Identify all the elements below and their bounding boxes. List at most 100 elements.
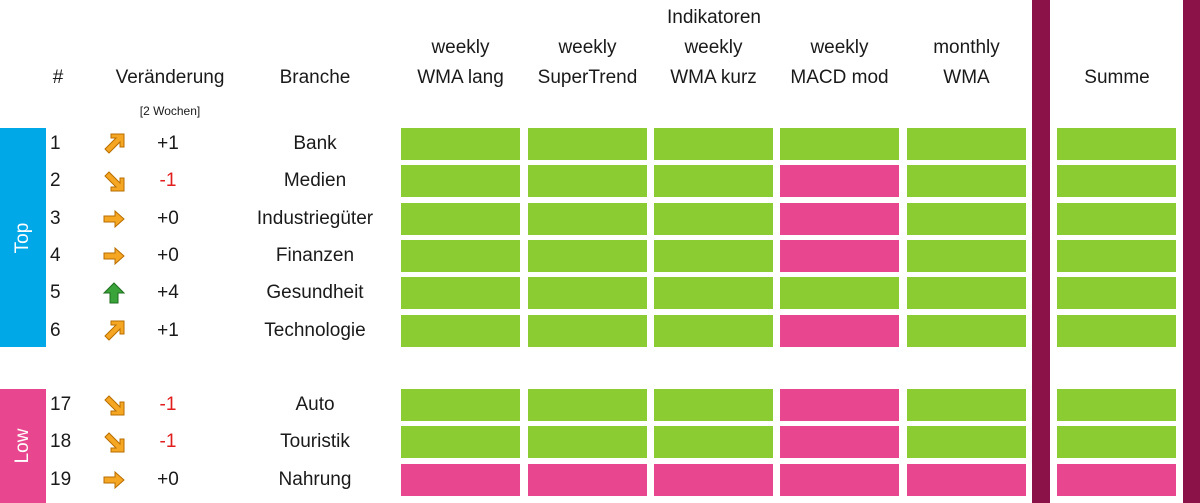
row-change: +0 [157, 469, 179, 490]
row-change: +1 [157, 133, 179, 154]
indicator-cell-positive [654, 426, 773, 458]
indicator-cell-positive [907, 165, 1026, 197]
indicator-cell-positive [401, 165, 520, 197]
indicator-cell-positive [654, 240, 773, 272]
sum-cell-negative [1057, 464, 1176, 496]
header-rank: # [52, 67, 64, 88]
row-branche: Medien [283, 170, 347, 191]
row-branche: Gesundheit [266, 282, 364, 303]
indicator-cell-positive [907, 240, 1026, 272]
row-rank: 17 [50, 394, 72, 415]
indicator-cell-positive [401, 240, 520, 272]
header-sum: Summe [1084, 67, 1150, 88]
row-branche: Technologie [264, 320, 366, 341]
indicator-cell-positive [654, 128, 773, 160]
header-indicator-period: monthly [933, 37, 1000, 58]
indicator-cell-positive [654, 389, 773, 421]
header-indicator-period: weekly [810, 37, 869, 58]
row-rank: 3 [50, 208, 61, 229]
indicator-cell-positive [528, 426, 647, 458]
row-branche: Nahrung [278, 469, 352, 490]
indicator-cell-negative [780, 240, 899, 272]
indicator-cell-positive [401, 426, 520, 458]
row-rank: 19 [50, 469, 72, 490]
indicator-cell-negative [654, 464, 773, 496]
sum-cell-positive [1057, 240, 1176, 272]
indicator-cell-positive [654, 315, 773, 347]
arrow-up-icon [102, 281, 126, 305]
arrow-down-right-icon [102, 430, 126, 454]
row-rank: 1 [50, 133, 61, 154]
indicator-cell-positive [654, 277, 773, 309]
indicator-cell-positive [401, 128, 520, 160]
indicator-cell-positive [780, 128, 899, 160]
row-rank: 5 [50, 282, 61, 303]
indicator-cell-positive [907, 128, 1026, 160]
indicator-cell-negative [907, 464, 1026, 496]
row-rank: 6 [50, 320, 61, 341]
indicator-cell-positive [528, 315, 647, 347]
row-branche: Auto [295, 394, 335, 415]
header-indicators-group: Indikatoren [666, 7, 761, 28]
indicator-cell-positive [528, 389, 647, 421]
indicator-cell-positive [907, 426, 1026, 458]
arrow-up-right-icon [102, 132, 126, 156]
header-indicator-name: WMA kurz [670, 67, 757, 88]
indicator-cell-negative [401, 464, 520, 496]
header-change: Veränderung [115, 67, 225, 88]
indicator-cell-positive [528, 165, 647, 197]
group-band-low: Low [0, 389, 46, 503]
row-change: -1 [159, 431, 177, 452]
header-indicator-period: weekly [558, 37, 617, 58]
header-indicator-name: SuperTrend [537, 67, 638, 88]
indicator-cell-positive [401, 389, 520, 421]
indicator-cell-negative [780, 389, 899, 421]
row-rank: 4 [50, 245, 61, 266]
group-label-top: Top [12, 222, 33, 253]
row-change: +0 [157, 245, 179, 266]
row-branche: Bank [293, 133, 337, 154]
indicator-cell-positive [780, 277, 899, 309]
row-change: -1 [159, 170, 177, 191]
arrow-up-right-icon [102, 319, 126, 343]
sum-cell-positive [1057, 277, 1176, 309]
row-change: +0 [157, 208, 179, 229]
header-change-sub: [2 Wochen] [139, 104, 201, 118]
indicator-cell-negative [780, 165, 899, 197]
indicator-cell-positive [907, 277, 1026, 309]
header-indicator-name: MACD mod [790, 67, 889, 88]
indicator-cell-positive [528, 203, 647, 235]
indicator-cell-negative [780, 203, 899, 235]
indicator-cell-negative [528, 464, 647, 496]
indicator-cell-negative [780, 426, 899, 458]
arrow-right-icon [102, 207, 126, 231]
sum-cell-positive [1057, 128, 1176, 160]
indicator-cell-positive [907, 315, 1026, 347]
row-branche: Industriegüter [256, 208, 374, 229]
indicator-cell-positive [401, 277, 520, 309]
arrow-right-icon [102, 468, 126, 492]
group-band-top: Top [0, 128, 46, 347]
row-change: -1 [159, 394, 177, 415]
header-indicator-period: weekly [431, 37, 490, 58]
arrow-down-right-icon [102, 169, 126, 193]
indicator-cell-negative [780, 315, 899, 347]
header-branche: Branche [279, 67, 351, 88]
divider-bar-right [1183, 0, 1200, 503]
header-indicator-name: WMA [943, 67, 990, 88]
indicator-cell-positive [528, 277, 647, 309]
header-indicator-period: weekly [684, 37, 743, 58]
indicator-cell-positive [654, 165, 773, 197]
indicator-cell-positive [401, 315, 520, 347]
row-change: +4 [157, 282, 179, 303]
indicator-cell-positive [401, 203, 520, 235]
row-branche: Touristik [280, 431, 350, 452]
indicator-cell-positive [654, 203, 773, 235]
indicator-cell-negative [780, 464, 899, 496]
row-branche: Finanzen [275, 245, 355, 266]
row-change: +1 [157, 320, 179, 341]
indicator-cell-positive [528, 240, 647, 272]
arrow-down-right-icon [102, 393, 126, 417]
divider-bar-left [1032, 0, 1050, 503]
sum-cell-positive [1057, 315, 1176, 347]
